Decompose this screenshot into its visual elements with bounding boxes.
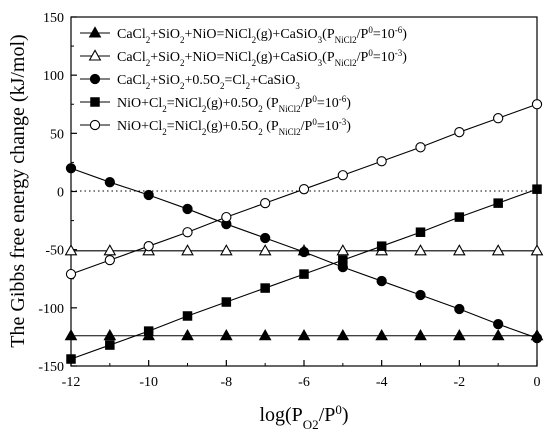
data-point [258,244,272,256]
data-point [337,170,348,181]
data-point [336,329,350,341]
data-point [181,329,194,341]
data-point [415,289,426,301]
data-point [64,244,78,256]
x-tick-label: -8 [220,375,232,390]
data-point [65,163,77,174]
legend: CaCl2+SiO2+NiO=NiCl2(g)+CaSiO3(PNiCl2/P0… [80,25,407,137]
x-tick-label: -6 [298,375,310,390]
data-point [298,184,310,195]
data-point [491,329,505,341]
data-point [298,246,310,258]
legend-marker [88,26,102,38]
data-point [258,329,272,341]
legend-item: CaCl2+SiO2+NiO=NiCl2(g)+CaSiO3(PNiCl2/P0… [80,48,407,68]
x-tick-label: -10 [139,375,158,390]
y-tick-label: 100 [43,69,64,84]
x-axis-title: log(PO2/P0) [259,402,348,432]
legend-label: CaCl2+SiO2+0.5O2=Cl2+CaSiO3 [117,73,300,91]
data-point [104,177,115,188]
x-axis: -12 -10 -8 -6 -4 -2 0 [62,360,541,390]
legend-label: NiO+Cl2=NiCl2(g)+0.5O2 (PNiCl2/P0=10-6) [117,94,351,114]
series [65,99,543,280]
data-point [221,211,232,223]
data-point [532,184,542,194]
data-point [182,203,193,215]
y-tick-label: -150 [38,360,64,375]
series-layer [64,99,544,364]
y-tick-label: -100 [38,302,64,317]
data-point [493,318,504,330]
data-point [452,244,466,256]
data-point [64,329,78,341]
y-tick-label: -50 [45,244,64,259]
legend-item: NiO+Cl2=NiCl2(g)+0.5O2 (PNiCl2/P0=10-3) [80,117,351,137]
legend-label: CaCl2+SiO2+NiO=NiCl2(g)+CaSiO3(PNiCl2/P0… [117,25,407,45]
y-tick-label: 0 [57,186,64,201]
data-point [491,244,505,256]
data-point [530,244,544,256]
data-point [414,244,427,256]
data-point [336,244,350,256]
x-tick-label: -4 [376,375,388,390]
data-point [103,329,117,341]
data-point [219,329,233,341]
data-point [219,244,233,256]
data-point [454,212,465,222]
legend-marker [89,119,101,131]
data-point [452,329,466,341]
data-point [182,311,193,321]
data-point [297,329,311,341]
y-tick-label: 150 [43,11,64,26]
data-point [143,241,154,252]
data-point [376,156,387,167]
data-point [103,244,117,256]
data-point [260,197,271,209]
series [65,163,543,344]
data-point [454,127,465,138]
data-point [299,269,309,279]
data-point [260,232,271,244]
legend-item: NiO+Cl2=NiCl2(g)+0.5O2 (PNiCl2/P0=10-6) [80,94,351,114]
data-point [376,275,387,287]
y-axis: -150 -100 -50 0 50 100 150 [38,11,77,375]
data-point [65,268,77,280]
data-point [143,189,154,201]
legend-marker [89,73,101,85]
data-point [493,113,504,124]
series [66,184,542,364]
data-point [105,340,115,350]
data-point [104,254,115,266]
x-tick-label: 0 [534,375,541,390]
data-point [493,198,503,208]
data-point [454,303,465,315]
data-point [531,99,543,110]
data-point [181,244,194,256]
data-point [414,329,427,341]
data-point [182,227,193,238]
data-point [66,354,76,364]
x-tick-label: -2 [453,375,465,390]
data-point [338,255,348,265]
x-tick-label: -12 [62,375,81,390]
data-point [375,329,389,341]
legend-label: CaCl2+SiO2+NiO=NiCl2(g)+CaSiO3(PNiCl2/P0… [117,48,407,68]
y-axis-title: The Gibbs free energy change (kJ/mol) [7,34,29,347]
data-point [415,142,426,153]
data-point [415,227,426,237]
legend-item: CaCl2+SiO2+NiO=NiCl2(g)+CaSiO3(PNiCl2/P0… [80,25,407,45]
legend-item: CaCl2+SiO2+0.5O2=Cl2+CaSiO3 [80,73,300,91]
data-point [260,283,270,293]
data-point [221,297,232,307]
y-tick-label: 50 [50,127,64,142]
legend-marker [88,49,102,61]
data-point [376,241,387,251]
legend-marker [90,97,100,107]
data-point [531,332,543,344]
data-point [143,326,154,336]
legend-label: NiO+Cl2=NiCl2(g)+0.5O2 (PNiCl2/P0=10-3) [117,117,351,137]
